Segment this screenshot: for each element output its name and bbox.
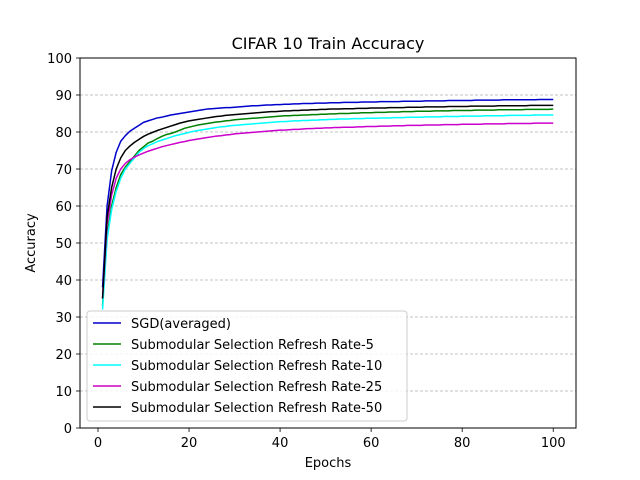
series-line [101,104,554,299]
series-line [101,98,554,288]
legend-label: Submodular Selection Refresh Rate-50 [131,401,382,416]
x-tick-label: 20 [181,436,198,451]
series-line [101,122,554,299]
y-tick-label: 80 [55,126,72,141]
x-tick-label: 40 [272,436,289,451]
x-tick-label: 0 [94,436,102,451]
y-tick-label: 100 [47,52,72,67]
y-tick-label: 30 [55,311,72,326]
y-tick-label: 70 [55,163,72,178]
chart-title: CIFAR 10 Train Accuracy [232,34,425,53]
y-tick-label: 50 [55,237,72,252]
y-tick-label: 90 [55,89,72,104]
legend-label: Submodular Selection Refresh Rate-5 [131,338,374,353]
series-line [101,114,554,310]
legend-label: SGD(averaged) [131,317,231,332]
x-tick-label: 60 [363,436,380,451]
legend-label: Submodular Selection Refresh Rate-25 [131,380,382,395]
y-axis-label: Accuracy [24,213,39,273]
legend-box [86,310,408,422]
x-tick-label: 80 [454,436,471,451]
y-tick-label: 20 [55,348,72,363]
legend-label: Submodular Selection Refresh Rate-10 [131,359,382,374]
series-line [101,108,554,306]
x-axis-label: Epochs [305,456,352,471]
axis-ticks: 0 10 20 30 40 50 60 70 80 90 100 0 20 40 60 80 100 [47,52,565,451]
legend: SGD(averaged) Submodular Selection Refres… [86,310,408,422]
y-tick-label: 10 [55,385,72,400]
series-lines [101,98,554,310]
y-tick-label: 60 [55,200,72,215]
y-tick-label: 0 [64,422,72,437]
x-tick-label: 100 [541,436,566,451]
y-tick-label: 40 [55,274,72,289]
